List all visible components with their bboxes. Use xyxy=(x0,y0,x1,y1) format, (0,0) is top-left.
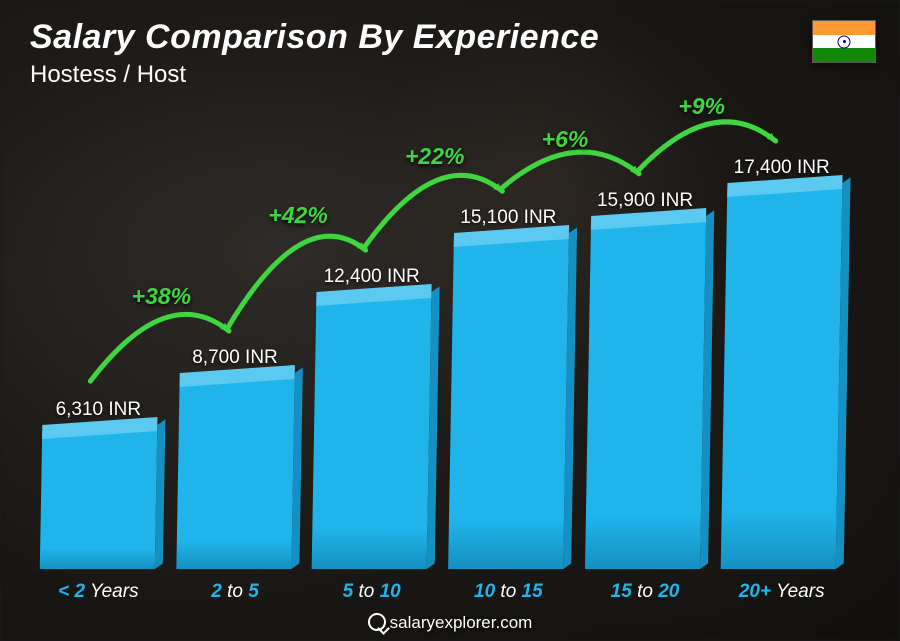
percent-labels-layer: +38%+42%+22%+6%+9% xyxy=(30,99,850,569)
category-light: to xyxy=(632,581,658,602)
pct-change-label: +22% xyxy=(405,143,464,170)
x-axis-label: 5 to 10 xyxy=(303,581,440,603)
x-axis-label: 2 to 5 xyxy=(167,581,304,603)
page-subtitle: Hostess / Host xyxy=(30,61,599,89)
ashoka-chakra-icon xyxy=(838,35,851,48)
salary-chart: 6,310 INR 8,700 INR 12,400 INR 15,100 IN… xyxy=(30,99,850,569)
category-light: to xyxy=(222,581,248,602)
category-bold: 20+ xyxy=(739,581,771,602)
category-bold: 10 xyxy=(380,581,401,602)
pct-change-label: +38% xyxy=(132,283,191,310)
x-axis-labels: < 2 Years2 to 55 to 1010 to 1515 to 2020… xyxy=(30,581,850,603)
footer: salaryexplorer.com xyxy=(0,613,900,633)
category-light: Years xyxy=(85,581,139,602)
category-bold: 15 xyxy=(522,581,543,602)
page-title: Salary Comparison By Experience xyxy=(30,18,599,57)
magnifier-icon xyxy=(368,613,386,631)
category-light: to xyxy=(495,581,521,602)
category-light: Years xyxy=(771,581,825,602)
flag-stripe-saffron xyxy=(813,21,875,35)
header: Salary Comparison By Experience Hostess … xyxy=(30,18,599,89)
category-bold: < 2 xyxy=(58,581,85,602)
pct-change-label: +6% xyxy=(542,126,589,153)
pct-value: +6% xyxy=(542,126,589,152)
pct-value: +22% xyxy=(405,143,464,169)
flag-stripe-green xyxy=(813,48,875,62)
x-axis-label: 20+ Years xyxy=(713,581,850,603)
category-bold: 5 xyxy=(343,581,354,602)
category-bold: 15 xyxy=(611,581,632,602)
pct-value: +9% xyxy=(678,93,725,119)
x-axis-label: 10 to 15 xyxy=(440,581,577,603)
category-bold: 20 xyxy=(658,581,679,602)
category-light: to xyxy=(353,581,379,602)
country-flag-india xyxy=(812,20,876,63)
footer-text: salaryexplorer.com xyxy=(390,613,533,632)
category-bold: 5 xyxy=(248,581,259,602)
x-axis-label: < 2 Years xyxy=(30,581,167,603)
pct-change-label: +42% xyxy=(268,202,327,229)
content-wrapper: Salary Comparison By Experience Hostess … xyxy=(0,0,900,641)
x-axis-label: 15 to 20 xyxy=(577,581,714,603)
category-bold: 10 xyxy=(474,581,495,602)
category-bold: 2 xyxy=(211,581,222,602)
pct-change-label: +9% xyxy=(678,93,725,120)
pct-value: +38% xyxy=(132,283,191,309)
pct-value: +42% xyxy=(268,202,327,228)
